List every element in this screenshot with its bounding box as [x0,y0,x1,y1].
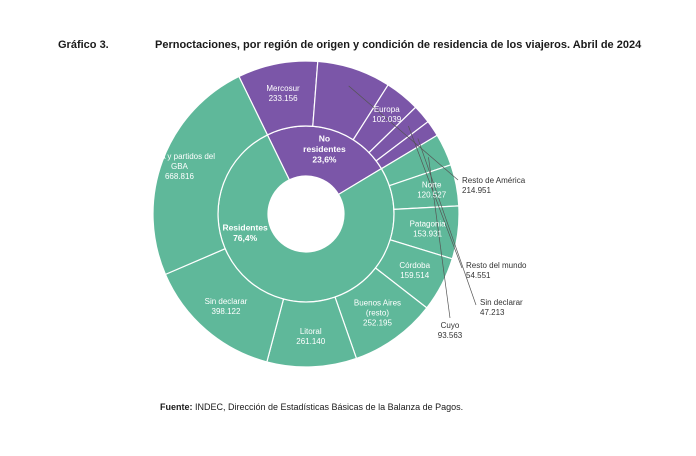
source-text: INDEC, Dirección de Estadísticas Básicas… [192,402,464,412]
outer-label-buenos-aires-resto-9: Buenos Aires (resto) 252.195 [354,298,401,327]
source-label: Fuente: [160,402,193,412]
source-note: Fuente: INDEC, Dirección de Estadísticas… [160,402,463,412]
outer-label-cordoba-8: Córdoba 159.514 [399,261,430,280]
outer-label-caba-y-partidos-del-gba-12: CABA y partidos del GBA 668.816 [144,152,215,181]
outer-label-mercosur-0: Mercosur 233.156 [266,84,300,103]
outer-label-sin-declarar-11: Sin declarar 398.122 [205,297,248,316]
leader-line-resto-de-america-1 [348,85,459,181]
chart-title: Pernoctaciones, por región de origen y c… [155,39,642,51]
outer-label-cuyo-5: Cuyo 93.563 [438,321,463,340]
leader-line-cuyo-5 [428,157,451,319]
outer-label-europa-2: Europa 102.039 [372,105,401,124]
inner-label-residentes: Residentes 76,4% [222,222,268,243]
leader-line-resto-del-mundo-3 [408,125,463,269]
outer-label-resto-de-america-1: Resto de América 214.951 [462,176,526,195]
outer-slice-caba-y-partidos-del-gba-12 [152,75,269,276]
outer-label-sin-declarar-4: Sin declarar 47.213 [480,298,523,317]
outer-label-litoral-10: Litoral 261.140 [296,327,325,346]
outer-label-resto-del-mundo-3: Resto del mundo 54.551 [466,261,527,280]
outer-label-norte-6: Norte 120.527 [417,180,446,199]
leader-line-sin-declarar-4 [417,138,477,306]
outer-label-patagonia-7: Patagonia 153.931 [410,219,447,238]
figure-number: Gráfico 3. [58,39,109,51]
inner-label-no-residentes: No residentes 23,6% [303,134,346,165]
